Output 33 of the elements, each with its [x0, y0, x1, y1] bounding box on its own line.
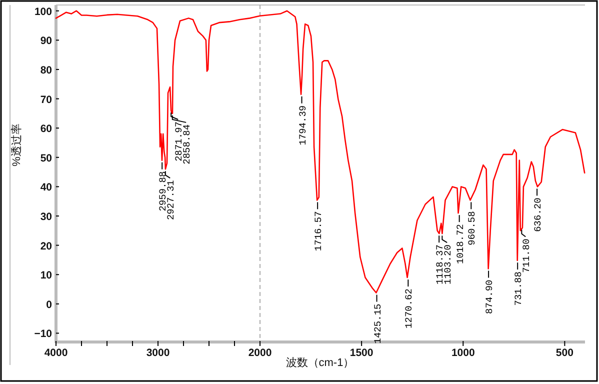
annotation: 711.80 [521, 238, 532, 273]
annotation: 1103.20 [442, 244, 454, 284]
y-tick-label: 0 [46, 298, 52, 311]
y-tick-label: 30 [40, 210, 52, 223]
annotation: 874.90 [484, 279, 496, 314]
x-tick-label: 2000 [248, 347, 272, 359]
y-tick-label: 70 [40, 94, 52, 106]
y-tick-label: 10 [40, 270, 52, 282]
annotation: 2858.84 [182, 124, 193, 164]
y-tick-label: 60 [40, 123, 52, 136]
annotation: 731.88 [513, 271, 524, 306]
x-tick-label: 500 [556, 347, 574, 359]
annotation: 1018.72 [454, 224, 466, 264]
y-tick-label: 80 [40, 64, 52, 76]
y-tick-label: 40 [40, 182, 52, 194]
y-tick-label: −10 [34, 328, 52, 340]
y-tick-label: 90 [40, 35, 52, 48]
x-tick-label: 4000 [44, 347, 68, 359]
annotation: 1425.15 [372, 303, 384, 344]
x-tick-label: 1500 [350, 347, 374, 359]
annotation: 2927.31 [166, 180, 177, 220]
annotation: 960.58 [466, 210, 478, 246]
x-axis-title: 波数（cm-1） [286, 356, 354, 369]
y-tick-label: 20 [40, 240, 52, 252]
y-tick-label: 100 [34, 6, 52, 18]
annotation: 1270.62 [404, 288, 415, 328]
annotation: 636.20 [532, 197, 544, 232]
x-tick-label: 3000 [146, 347, 170, 359]
annotation: 1716.57 [313, 211, 324, 252]
y-tick-label: 50 [40, 152, 52, 164]
annotation: 1794.39 [297, 105, 308, 146]
x-tick-label: 1000 [451, 347, 475, 359]
y-axis-title: %透过率 [10, 124, 23, 166]
